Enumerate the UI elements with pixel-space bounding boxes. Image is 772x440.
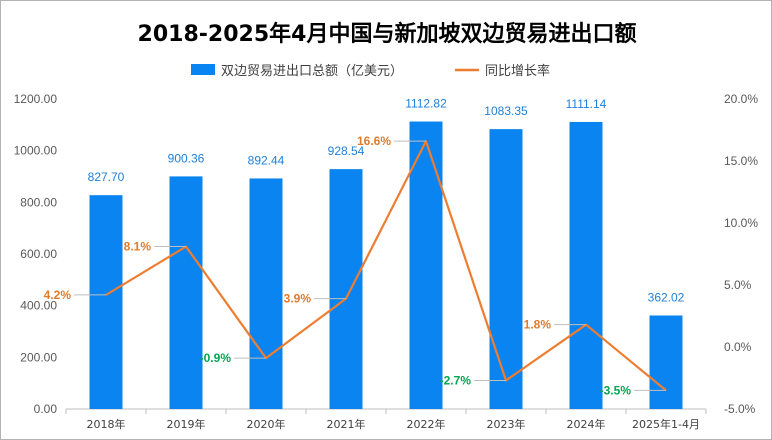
data-labels: 827.70 900.36 892.44 928.54 1112.82 1083.35 11… (44, 97, 685, 398)
legend: 双边贸易进出口总额（亿美元） 同比增长率 (191, 63, 550, 79)
bar (169, 176, 203, 409)
bar (89, 195, 123, 409)
x-axis-category-label: 2018年 (87, 417, 126, 431)
y-left-tick-label: 1200.00 (14, 92, 58, 106)
bar (489, 129, 523, 409)
growth-value-label: 1.8% (524, 318, 552, 332)
chart-title: 2018-2025年4月中国与新加坡双边贸易进出口额 (138, 21, 637, 47)
growth-line-series (105, 140, 667, 392)
growth-value-label: 4.2% (44, 288, 72, 302)
legend-bar-label: 双边贸易进出口总额（亿美元） (221, 64, 403, 79)
y-right-tick-label: 10.0% (724, 216, 758, 230)
growth-value-label: 3.9% (284, 292, 312, 306)
y-right-tick-label: -5.0% (724, 402, 756, 416)
bar (329, 169, 363, 409)
growth-value-label: 16.6% (357, 134, 391, 148)
growth-value-label: -2.7% (440, 373, 472, 387)
bar-value-label: 1112.82 (405, 97, 447, 111)
y-left-tick-label: 800.00 (20, 195, 57, 209)
legend-line-label: 同比增长率 (485, 63, 550, 79)
bar-value-label: 900.36 (168, 151, 205, 165)
y-left-tick-label: 600.00 (20, 247, 57, 261)
growth-value-label: -0.9% (200, 351, 232, 365)
y-left-tick-label: 400.00 (20, 299, 57, 313)
y-right-tick-label: 0.0% (724, 340, 752, 354)
x-axis-category-label: 2025年1-4月 (632, 417, 700, 431)
growth-value-label: -3.5% (600, 383, 632, 397)
y-right-tick-label: 15.0% (724, 154, 758, 168)
bar (409, 121, 443, 410)
y-left-tick-label: 200.00 (20, 350, 57, 364)
x-axis-category-label: 2022年 (407, 417, 446, 431)
growth-value-label: 8.1% (124, 240, 152, 254)
x-axis-category-label: 2019年 (167, 417, 206, 431)
y-left-tick-label: 1000.00 (14, 144, 58, 158)
bar-value-label: 362.02 (648, 290, 685, 304)
bar (569, 121, 603, 409)
bar-value-label: 1083.35 (484, 104, 528, 118)
y-right-tick-label: 5.0% (724, 278, 752, 292)
legend-bar-swatch (191, 64, 215, 75)
y-left-tick-label: 0.00 (34, 402, 58, 416)
x-axis-category-label: 2020年 (247, 417, 286, 431)
x-axis-category-label: 2024年 (567, 417, 606, 431)
bar-value-label: 892.44 (248, 153, 285, 167)
bar (249, 178, 283, 409)
growth-line (105, 140, 667, 392)
bar (649, 315, 683, 409)
bar-value-label: 928.54 (328, 144, 365, 158)
x-axis-category-label: 2023年 (487, 417, 526, 431)
axes: 0.00 200.00 400.00 600.00 800.00 1000.00 1200.… (14, 92, 759, 431)
y-right-tick-label: 20.0% (724, 92, 758, 106)
bar-series (89, 121, 683, 410)
bar-value-label: 827.70 (88, 170, 125, 184)
bar-value-label: 1111.14 (566, 97, 607, 111)
x-axis-category-label: 2021年 (327, 417, 366, 431)
